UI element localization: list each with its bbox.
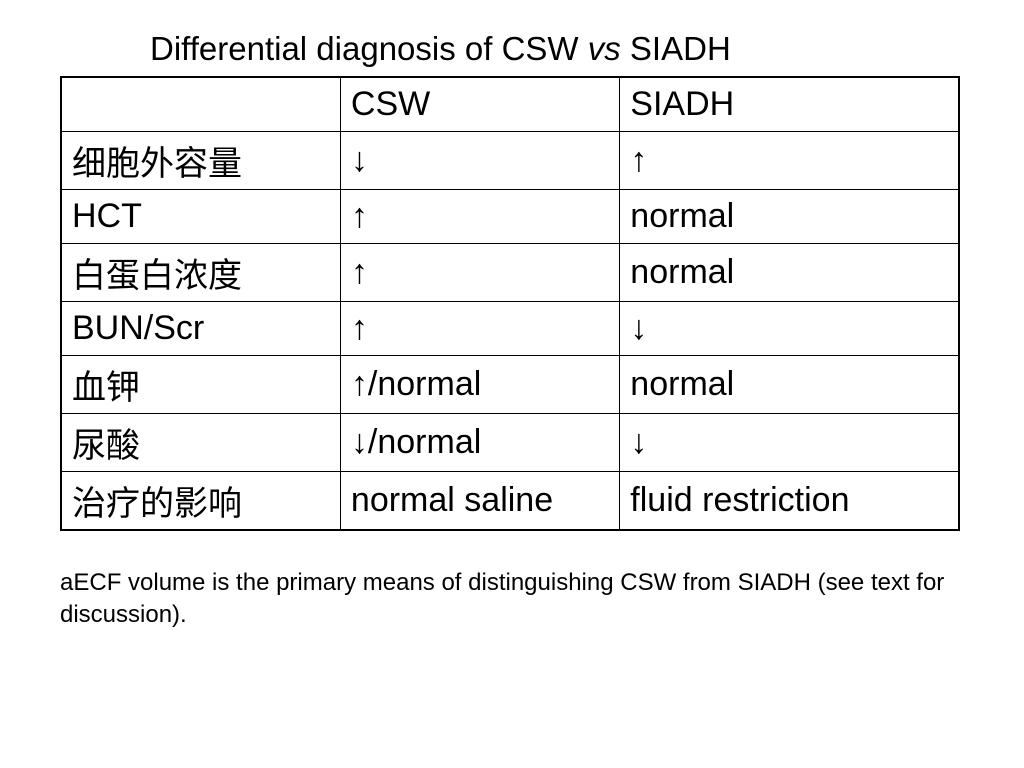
cell-param: BUN/Scr: [61, 301, 340, 355]
cell-param: 治疗的影响: [61, 471, 340, 530]
title-text-post: SIADH: [621, 30, 731, 67]
table-row: 血钾 ↑/normal normal: [61, 355, 959, 413]
cell-siadh: normal: [620, 355, 959, 413]
table-row: 尿酸 ↓/normal ↓: [61, 413, 959, 471]
cell-param: 血钾: [61, 355, 340, 413]
cell-param: 细胞外容量: [61, 131, 340, 189]
table-row: BUN/Scr ↑ ↓: [61, 301, 959, 355]
page-title: Differential diagnosis of CSW vs SIADH: [150, 30, 964, 68]
cell-siadh: normal: [620, 243, 959, 301]
table-row: HCT ↑ normal: [61, 189, 959, 243]
header-param-blank: [61, 77, 340, 131]
cell-siadh: normal: [620, 189, 959, 243]
table-row: 白蛋白浓度 ↑ normal: [61, 243, 959, 301]
title-text-pre: Differential diagnosis of CSW: [150, 30, 588, 67]
diagnosis-table: CSW SIADH 细胞外容量 ↓ ↑ HCT ↑ normal 白蛋白浓度 ↑…: [60, 76, 960, 531]
cell-csw: ↑: [340, 301, 619, 355]
title-vs: vs: [588, 30, 621, 67]
table-header-row: CSW SIADH: [61, 77, 959, 131]
header-csw: CSW: [340, 77, 619, 131]
cell-siadh: ↓: [620, 413, 959, 471]
footnote-text: aECF volume is the primary means of dist…: [60, 567, 964, 632]
cell-csw: ↓: [340, 131, 619, 189]
cell-siadh: fluid restriction: [620, 471, 959, 530]
cell-csw: ↑: [340, 243, 619, 301]
cell-csw: normal saline: [340, 471, 619, 530]
cell-param: HCT: [61, 189, 340, 243]
header-siadh: SIADH: [620, 77, 959, 131]
cell-siadh: ↑: [620, 131, 959, 189]
cell-csw: ↑: [340, 189, 619, 243]
cell-param: 白蛋白浓度: [61, 243, 340, 301]
table-row: 治疗的影响 normal saline fluid restriction: [61, 471, 959, 530]
cell-siadh: ↓: [620, 301, 959, 355]
cell-csw: ↓/normal: [340, 413, 619, 471]
cell-csw: ↑/normal: [340, 355, 619, 413]
cell-param: 尿酸: [61, 413, 340, 471]
table-row: 细胞外容量 ↓ ↑: [61, 131, 959, 189]
